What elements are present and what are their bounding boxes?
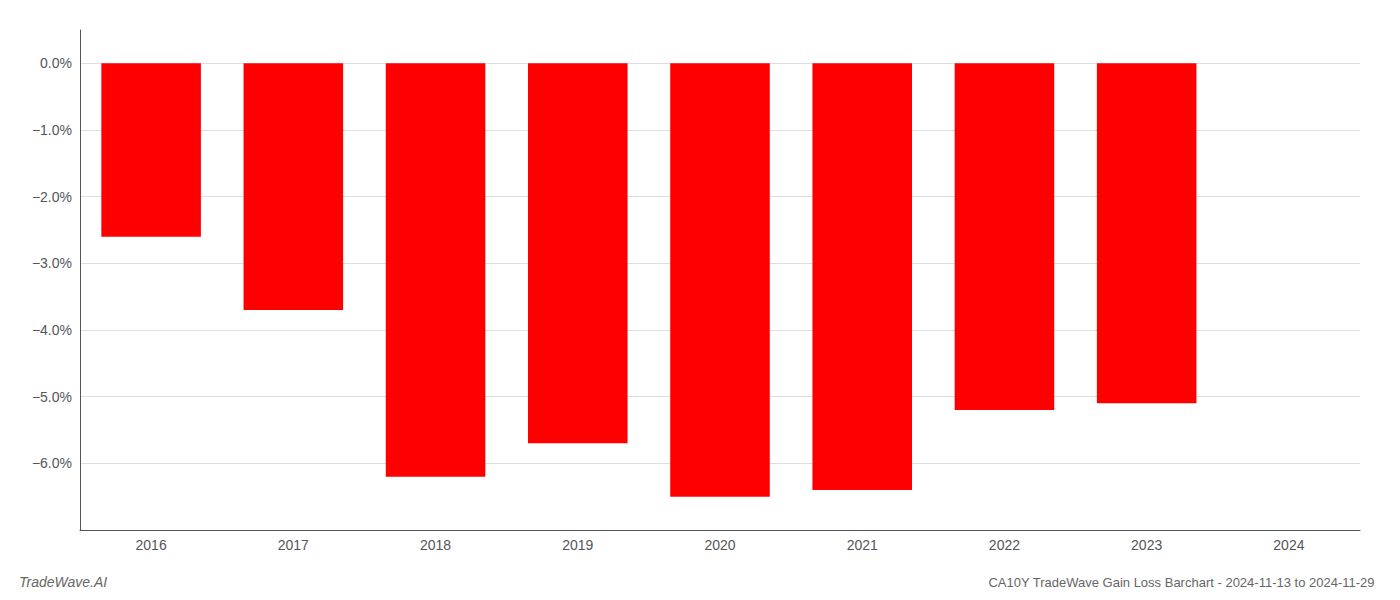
svg-text:−2.0%: −2.0% <box>32 189 72 205</box>
svg-text:2016: 2016 <box>136 537 167 553</box>
svg-text:−4.0%: −4.0% <box>32 322 72 338</box>
svg-text:−6.0%: −6.0% <box>32 455 72 471</box>
svg-text:2023: 2023 <box>1131 537 1162 553</box>
svg-text:0.0%: 0.0% <box>40 55 72 71</box>
svg-text:2019: 2019 <box>562 537 593 553</box>
svg-text:−5.0%: −5.0% <box>32 389 72 405</box>
svg-text:2020: 2020 <box>704 537 735 553</box>
svg-text:2018: 2018 <box>420 537 451 553</box>
svg-text:2022: 2022 <box>989 537 1020 553</box>
svg-text:2021: 2021 <box>847 537 878 553</box>
svg-text:CA10Y TradeWave Gain Loss Barc: CA10Y TradeWave Gain Loss Barchart - 202… <box>988 575 1374 590</box>
svg-text:TradeWave.AI: TradeWave.AI <box>19 574 107 590</box>
svg-text:−1.0%: −1.0% <box>32 122 72 138</box>
svg-text:−3.0%: −3.0% <box>32 255 72 271</box>
svg-text:2024: 2024 <box>1273 537 1304 553</box>
svg-text:2017: 2017 <box>278 537 309 553</box>
